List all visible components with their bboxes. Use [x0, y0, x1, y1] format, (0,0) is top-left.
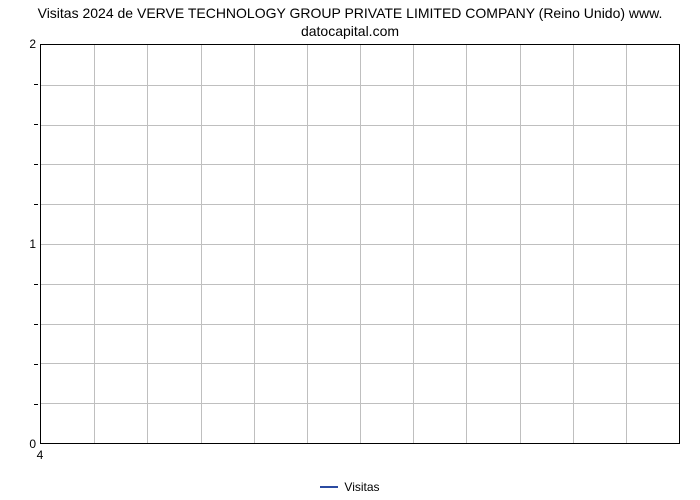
gridline-v — [626, 45, 627, 443]
gridline-v — [307, 45, 308, 443]
plot-area — [40, 44, 680, 444]
y-axis-tick-label: 1 — [29, 237, 36, 251]
gridline-v — [94, 45, 95, 443]
gridline-v — [466, 45, 467, 443]
gridline-v — [201, 45, 202, 443]
chart-title: Visitas 2024 de VERVE TECHNOLOGY GROUP P… — [0, 4, 700, 40]
gridline-v — [520, 45, 521, 443]
x-axis-tick-label: 4 — [37, 448, 44, 462]
gridline-v — [360, 45, 361, 443]
y-axis-minor-tick — [34, 84, 38, 85]
y-axis-minor-tick — [34, 404, 38, 405]
y-axis-minor-tick — [34, 284, 38, 285]
gridline-v — [413, 45, 414, 443]
gridline-v — [573, 45, 574, 443]
y-axis-tick-label: 0 — [29, 437, 36, 451]
legend-series-label: Visitas — [344, 480, 379, 494]
legend: Visitas — [0, 480, 700, 494]
y-axis-tick-label: 2 — [29, 37, 36, 51]
y-axis-minor-tick — [34, 204, 38, 205]
title-line-2: datocapital.com — [301, 23, 399, 39]
y-axis-minor-tick — [34, 124, 38, 125]
gridline-v — [254, 45, 255, 443]
y-axis-minor-tick — [34, 324, 38, 325]
gridline-v — [147, 45, 148, 443]
y-axis-minor-tick — [34, 164, 38, 165]
legend-swatch — [320, 486, 338, 488]
title-line-1: Visitas 2024 de VERVE TECHNOLOGY GROUP P… — [38, 5, 663, 21]
y-axis-minor-tick — [34, 364, 38, 365]
